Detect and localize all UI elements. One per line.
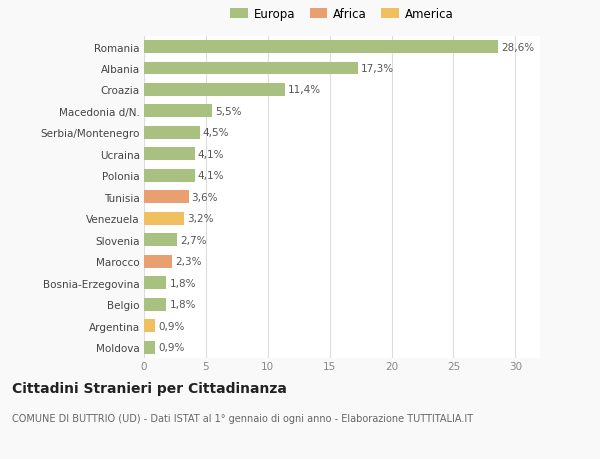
Bar (144, 277, 166, 290)
Bar (144, 255, 172, 268)
Legend: Europa, Africa, America: Europa, Africa, America (227, 5, 457, 24)
Bar (144, 298, 166, 311)
Bar (144, 41, 498, 54)
Text: 4,1%: 4,1% (198, 171, 224, 181)
Text: COMUNE DI BUTTRIO (UD) - Dati ISTAT al 1° gennaio di ogni anno - Elaborazione TU: COMUNE DI BUTTRIO (UD) - Dati ISTAT al 1… (12, 413, 473, 423)
Text: 4,1%: 4,1% (198, 150, 224, 160)
Bar (144, 62, 358, 75)
Bar (144, 105, 212, 118)
Bar (144, 191, 188, 204)
Text: 1,8%: 1,8% (169, 278, 196, 288)
Text: 0,9%: 0,9% (158, 321, 185, 331)
Bar (144, 169, 195, 182)
Text: 0,9%: 0,9% (158, 342, 185, 353)
Bar (144, 234, 178, 246)
Text: Cittadini Stranieri per Cittadinanza: Cittadini Stranieri per Cittadinanza (12, 381, 287, 395)
Text: 17,3%: 17,3% (361, 64, 394, 74)
Bar (144, 341, 155, 354)
Text: 3,2%: 3,2% (187, 214, 213, 224)
Bar (144, 148, 195, 161)
Text: 11,4%: 11,4% (288, 85, 321, 95)
Text: 4,5%: 4,5% (203, 128, 229, 138)
Bar (144, 319, 155, 332)
Text: 2,3%: 2,3% (176, 257, 202, 267)
Bar (144, 213, 184, 225)
Text: 2,7%: 2,7% (181, 235, 207, 245)
Bar (144, 127, 200, 140)
Text: 1,8%: 1,8% (169, 299, 196, 309)
Text: 28,6%: 28,6% (501, 42, 534, 52)
Bar (144, 84, 285, 97)
Text: 3,6%: 3,6% (191, 192, 218, 202)
Text: 5,5%: 5,5% (215, 106, 242, 117)
